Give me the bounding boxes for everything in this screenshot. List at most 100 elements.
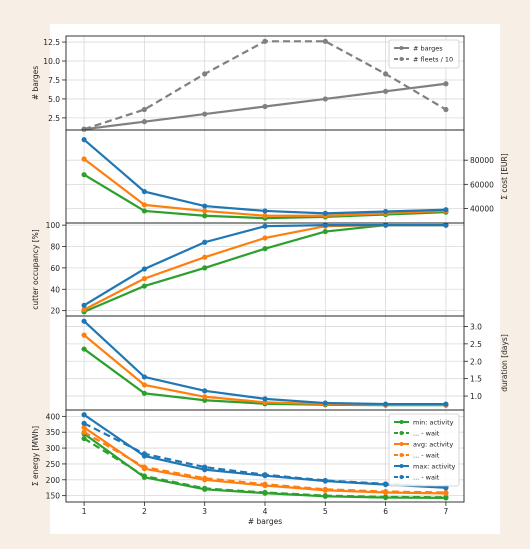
y-axis-label: duration [days] xyxy=(500,334,509,392)
y-axis-label: # barges xyxy=(31,66,40,100)
legend-label: ... - wait xyxy=(413,452,440,460)
panel-5: 150 200 250 300 350 400 Σ energy [MWh] 1 2 3 4 5 6 7 #… xyxy=(31,409,465,526)
data-point xyxy=(202,239,208,245)
y-tick-label: 7.5 xyxy=(48,76,60,85)
data-point xyxy=(262,481,268,487)
y-tick-label: 1.0 xyxy=(470,392,482,401)
data-point xyxy=(81,424,87,431)
data-point xyxy=(202,394,208,400)
y-axis-label: cutter occupancy [%] xyxy=(31,229,40,310)
y-tick-label: 20 xyxy=(50,307,60,316)
data-point xyxy=(443,81,449,87)
legend-marker xyxy=(399,46,404,50)
y-tick-label: 300 xyxy=(46,444,61,453)
legend-marker xyxy=(399,431,404,435)
y-tick-label: 12.5 xyxy=(43,38,60,47)
data-point xyxy=(141,106,147,113)
data-point xyxy=(141,390,147,396)
data-point xyxy=(202,265,208,271)
data-point xyxy=(322,400,328,406)
data-point xyxy=(322,96,328,102)
data-point xyxy=(202,388,208,394)
y-tick-label: 60000 xyxy=(470,180,494,189)
data-point xyxy=(383,488,389,495)
legend-marker xyxy=(399,464,404,468)
data-point xyxy=(383,88,389,94)
data-point xyxy=(202,208,208,214)
data-point xyxy=(383,208,389,215)
legend-marker xyxy=(399,442,404,446)
data-point xyxy=(81,412,87,418)
legend-label: min: activity xyxy=(413,419,454,427)
data-point xyxy=(443,489,449,496)
data-point xyxy=(141,208,147,214)
data-point xyxy=(141,382,147,388)
x-tick-label: 2 xyxy=(142,507,147,516)
data-point xyxy=(202,111,208,117)
data-point xyxy=(322,222,328,228)
data-point xyxy=(262,246,268,252)
data-point xyxy=(383,494,389,500)
data-point xyxy=(81,302,87,308)
data-point xyxy=(141,275,147,282)
data-point xyxy=(322,486,328,492)
data-point xyxy=(81,318,87,324)
y-tick-label: 2.5 xyxy=(48,114,60,123)
x-tick-label: 5 xyxy=(323,507,328,516)
data-point xyxy=(81,429,87,435)
y-tick-label: 80000 xyxy=(470,156,494,165)
data-point xyxy=(81,137,87,143)
y-tick-label: 40 xyxy=(50,285,60,294)
x-tick-label: 4 xyxy=(263,507,268,516)
y-tick-label: 350 xyxy=(46,428,61,437)
data-point xyxy=(262,213,268,219)
legend: min: activity ... - wait avg: activity ... … xyxy=(388,413,460,487)
data-point xyxy=(262,208,268,214)
data-point xyxy=(141,202,147,208)
data-point xyxy=(383,222,389,228)
data-point xyxy=(141,266,147,272)
legend-label: # barges xyxy=(413,45,443,53)
data-point xyxy=(322,38,328,44)
y-tick-label: 5.0 xyxy=(48,95,60,104)
legend: # barges # fleets / 10 xyxy=(388,39,460,69)
data-point xyxy=(81,435,87,442)
y-tick-label: 250 xyxy=(46,460,61,469)
data-point xyxy=(322,210,328,216)
data-point xyxy=(383,481,389,487)
data-point xyxy=(141,451,147,457)
y-tick-label: 80 xyxy=(50,243,60,252)
data-point xyxy=(262,103,268,110)
data-point xyxy=(262,396,268,402)
x-tick-label: 1 xyxy=(82,507,87,516)
data-point xyxy=(383,71,389,77)
y-tick-label: 60 xyxy=(50,264,60,273)
data-point xyxy=(202,203,208,209)
legend-marker xyxy=(399,475,404,479)
data-point xyxy=(81,156,87,162)
data-point xyxy=(322,493,328,499)
data-point xyxy=(81,346,87,352)
legend-label: avg: activity xyxy=(413,441,453,449)
legend-marker xyxy=(399,57,404,61)
data-point xyxy=(141,283,147,289)
y-tick-label: 2.5 xyxy=(470,340,482,349)
legend-label: # fleets / 10 xyxy=(413,56,453,64)
y-tick-label: 200 xyxy=(46,476,61,485)
data-point xyxy=(443,207,449,213)
y-tick-label: 2.0 xyxy=(470,357,482,366)
data-point xyxy=(262,38,268,44)
panel-1: 2.5 5.0 7.5 10.0 12.5 # barges # barges # fleet… xyxy=(31,35,465,132)
data-point xyxy=(141,464,147,470)
data-point xyxy=(443,106,449,113)
y-tick-label: 100 xyxy=(46,221,61,230)
data-point xyxy=(202,464,208,470)
y-axis-label: Σ energy [MWh] xyxy=(31,426,40,486)
legend-label: max: activity xyxy=(413,463,456,471)
data-point xyxy=(262,472,268,478)
data-point xyxy=(81,306,87,313)
x-tick-label: 3 xyxy=(202,507,207,516)
y-axis-label: Σ cost [EUR] xyxy=(500,153,509,199)
